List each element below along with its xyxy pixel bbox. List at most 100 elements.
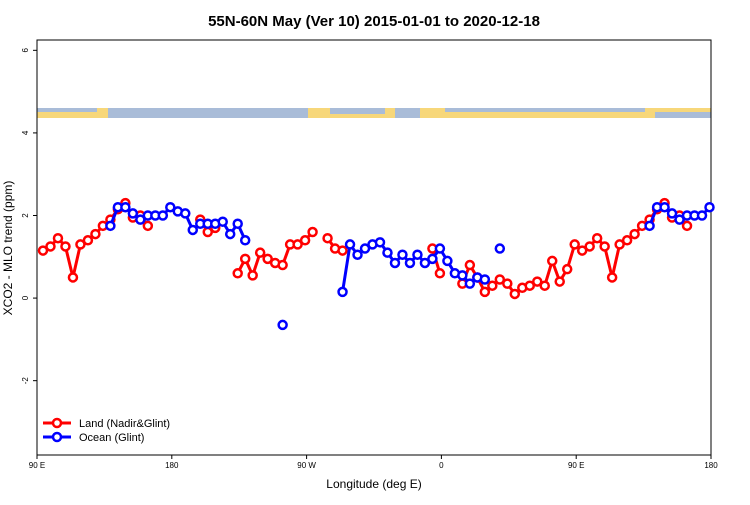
data-point [374,237,386,248]
data-point [494,274,506,285]
data-point [82,235,94,246]
legend-label: Land (Nadir&Glint) [79,418,170,430]
data-point [90,228,101,240]
data-point [239,253,251,265]
data-point [412,249,423,260]
data-point [599,241,610,252]
data-point [224,228,236,240]
data-point [487,280,498,291]
data-point [389,257,401,269]
data-point [546,255,558,267]
x-tick-label: 90 E [29,461,45,470]
data-point [262,253,273,265]
data-point [502,278,513,289]
data-point [404,257,416,269]
y-tick-label: 4 [21,130,30,135]
x-axis-label: Longitude (deg E) [326,477,421,491]
data-point [60,241,71,252]
data-point [629,228,640,240]
data-point [532,276,543,287]
data-point [307,226,318,238]
x-tick-label: 90 E [568,461,584,470]
legend: Land (Nadir&Glint) Ocean (Glint) [43,417,170,444]
data-point [180,208,191,219]
data-point [397,249,408,260]
data-point [494,243,506,254]
data-point [352,249,363,260]
data-point [434,268,446,279]
data-point [67,272,79,283]
data-point [52,232,64,244]
data-point [442,255,453,267]
y-tick-label: 6 [21,48,30,53]
data-point [524,280,536,291]
data-point [217,216,228,227]
data-point [239,235,251,246]
data-point [232,268,243,279]
data-point [644,220,655,232]
data-point [157,210,169,221]
data-point [681,220,693,232]
data-point [105,220,116,232]
data-point [322,232,333,244]
data-point [509,288,521,300]
data-point [37,245,49,256]
data-point [674,214,685,225]
data-point [606,272,618,283]
plot-frame [36,39,712,456]
data-point [591,232,603,244]
data-point [554,276,565,287]
data-point [127,208,139,219]
data-point [120,201,131,213]
data-point [584,241,595,252]
y-tick-label: -2 [21,377,30,385]
data-point [254,247,266,258]
x-tick-label: 180 [165,461,179,470]
data-point [696,210,708,221]
data-point [232,218,243,230]
data-point [434,243,446,254]
data-point [135,214,146,225]
x-tick-label: 0 [439,461,444,470]
map-strip [37,108,711,118]
data-point [614,239,625,250]
data-point [457,270,468,281]
y-axis-label: XCO2 - MLO trend (ppm) [1,181,15,316]
legend-marker [51,417,63,429]
data-point [621,235,633,246]
data-point [419,257,431,269]
data-point [45,241,56,252]
data-point [576,245,588,256]
data-point [344,239,356,250]
data-point [427,253,438,265]
data-point [704,201,715,213]
data-point [299,235,311,246]
data-point [479,286,491,298]
data-point [75,239,86,250]
data-point [337,245,348,256]
legend-label: Ocean (Glint) [79,432,144,444]
data-point [165,201,176,213]
data-point [569,239,580,250]
x-tick-label: 90 W [297,461,316,470]
data-point [561,263,573,275]
data-point [359,243,371,254]
y-tick-label: 2 [21,213,30,218]
data-point [292,239,303,250]
data-point [277,319,288,331]
x-tick-label: 180 [704,461,718,470]
legend-marker [51,431,63,443]
data-point [382,247,393,258]
data-point [464,278,476,289]
data-point [659,201,670,213]
data-point [142,220,154,232]
data-point [337,286,348,298]
data-point [479,274,491,285]
data-point [247,270,258,281]
data-point [539,280,550,291]
data-point [464,259,476,271]
chart-title: 55N-60N May (Ver 10) 2015-01-01 to 2020-… [208,13,540,30]
data-point [277,259,288,271]
y-tick-label: 0 [21,295,30,300]
